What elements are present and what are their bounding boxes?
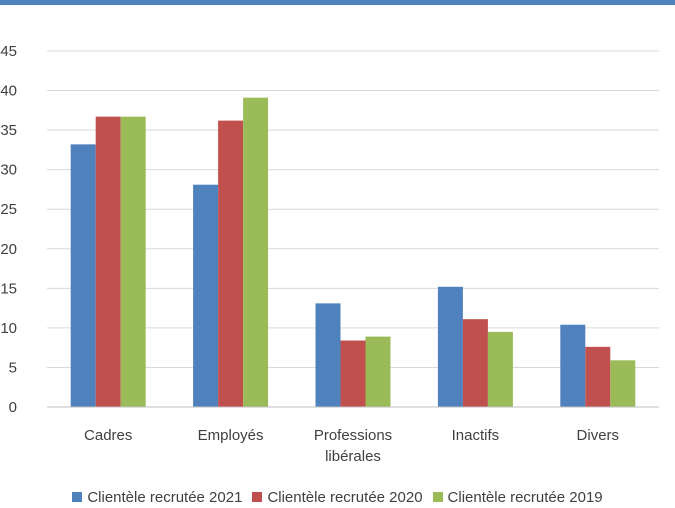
y-tick-label: 30 [0,162,17,179]
bar-2-1 [95,116,121,407]
bar-2-4 [462,319,488,407]
x-category-label: Inactifs [452,427,500,444]
legend-swatch [432,492,443,502]
x-category-label: Divers [577,427,620,444]
legend-label: Clientèle recrutée 2021 [87,488,243,506]
legend-label: Clientèle recrutée 2019 [447,488,603,506]
bar-3-4 [487,331,513,407]
bar-1-1 [70,144,96,407]
legend-swatch [252,492,263,502]
y-tick-label: 15 [0,280,17,297]
legend-item: Clientèle recrutée 2020 [252,488,423,506]
bar-chart: 0 5 10 15 20 25 30 35 40 45 Cadres Employés Profess… [0,43,659,465]
legend-swatch [72,492,83,502]
y-tick-label: 45 [0,43,17,60]
x-axis: Cadres Employés Professions libérales Inacti… [47,406,659,465]
x-category-label: Cadres [84,427,132,444]
legend-label: Clientèle recrutée 2020 [267,488,423,506]
bar-3-1 [120,116,146,407]
bars [70,97,636,408]
x-category-label: Employés [198,427,264,444]
y-tick-label: 0 [9,399,17,416]
bar-3-5 [610,360,636,407]
y-tick-label: 40 [0,83,17,100]
bar-1-2 [193,184,219,407]
bar-1-5 [560,324,586,407]
legend: Clientèle recrutée 2021 Clientèle recruté… [0,486,675,508]
bar-2-3 [340,340,366,407]
x-category-label: Professions [314,427,392,444]
bar-3-2 [243,97,269,408]
legend-item: Clientèle recrutée 2019 [432,488,603,506]
legend-item: Clientèle recrutée 2021 [72,489,242,506]
y-axis: 0 5 10 15 20 25 30 35 40 45 [0,43,17,416]
y-tick-label: 35 [0,122,17,139]
top-border [0,0,675,5]
x-category-label: libérales [325,448,381,465]
y-tick-label: 10 [0,320,17,337]
bar-1-4 [437,286,463,407]
bar-2-5 [585,346,611,407]
bar-3-3 [365,336,391,407]
y-tick-label: 25 [0,201,17,218]
y-tick-label: 5 [9,359,17,376]
bar-1-3 [315,303,341,407]
bar-2-2 [218,120,244,408]
y-tick-label: 20 [0,241,17,258]
